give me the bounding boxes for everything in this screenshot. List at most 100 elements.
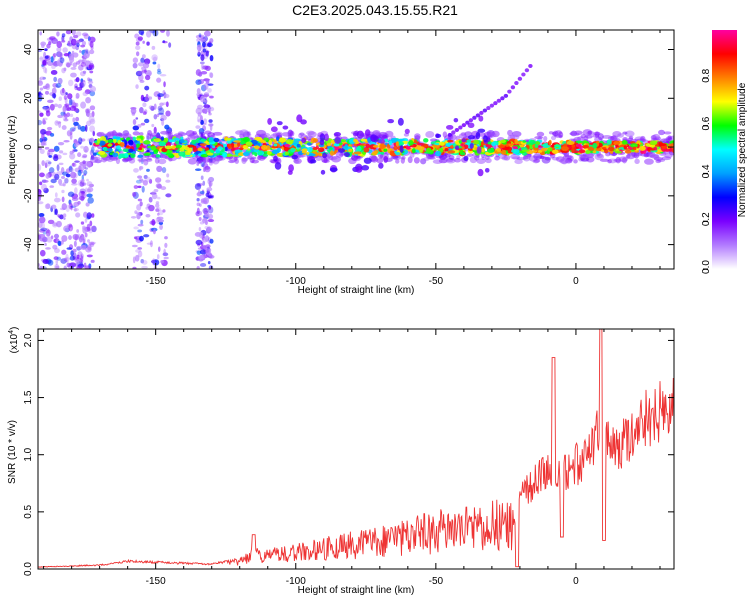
spectrogram-noise-cell (72, 255, 76, 261)
spectrogram-band-halo (571, 131, 577, 136)
spectrogram-band-cell (137, 154, 144, 158)
spectrogram-band-cell (253, 145, 260, 150)
spectrogram-noise-cell (133, 236, 138, 240)
colorbar: 0.0 0.2 0.4 0.6 0.8 Normalized spectral ampl… (701, 30, 748, 274)
chart-title: C2E3.2025.043.15.55.R21 (292, 2, 458, 18)
spectrogram-band-cell (199, 143, 207, 147)
spectrogram-noise-cell (46, 43, 51, 49)
spectrogram-outlier (274, 161, 282, 170)
spectrogram-noise-cell (78, 235, 83, 243)
spectrogram-outlier (377, 139, 386, 144)
spectrogram-band-cell (187, 144, 195, 148)
spectrogram-drift-cell (486, 106, 491, 111)
spectrogram-band-cell (500, 139, 506, 143)
spectrogram-outlier (467, 135, 476, 140)
spectrogram-band-cell (242, 136, 250, 143)
spectrogram-noise-cell (198, 71, 203, 77)
spectrogram-band-cell (656, 149, 663, 153)
spectrogram-band-halo (624, 130, 635, 137)
spectrogram-band-cell (238, 152, 245, 157)
spectrogram-noise-cell (76, 229, 80, 233)
spectrogram-noise-cell (43, 66, 47, 73)
spectrogram-band-cell (290, 147, 296, 153)
spectrogram-band-cell (233, 140, 241, 143)
spectrogram-noise-cell (132, 119, 137, 125)
spectrogram-band-halo (594, 131, 600, 138)
spectrogram-band-cell (230, 142, 235, 148)
spectrogram-noise-cell (208, 205, 212, 210)
spectrogram-noise-cell (204, 165, 211, 173)
spectrogram-noise-cell (165, 179, 171, 183)
spectrogram-band-cell (99, 136, 107, 142)
spectrogram-band-cell (408, 140, 414, 146)
spectrogram-band-halo (621, 157, 628, 164)
spectrogram-noise-cell (63, 217, 66, 220)
spectrogram-band-cell (240, 144, 244, 148)
spectrogram-band-cell (360, 138, 368, 142)
spectrogram-noise-cell (136, 204, 142, 211)
spectrogram-noise-cell (153, 103, 157, 110)
spectrogram-outlier (320, 169, 326, 175)
spectrogram-noise-cell (165, 193, 172, 198)
spectrogram-noise-cell (39, 93, 44, 99)
spectrogram-band-cell (534, 144, 539, 148)
spectrogram-band-cell (235, 152, 239, 156)
spectrogram-band-halo (658, 129, 665, 136)
spectrogram-noise-cell (137, 36, 143, 41)
spectrogram-noise-cell (132, 266, 137, 269)
spectrogram-band-cell (217, 146, 223, 151)
spectrogram-x-tick-label: 0 (573, 276, 579, 287)
spectrogram-noise-cell (202, 207, 209, 215)
spectrogram-noise-cell (57, 77, 63, 85)
spectrogram-noise-cell (75, 212, 81, 218)
spectrogram-band-cell (234, 149, 241, 154)
spectrogram-noise-cell (166, 30, 170, 37)
spectrogram-noise-cell (38, 212, 45, 218)
spectrogram-noise-cell (58, 96, 62, 102)
spectrogram-band-cell (225, 153, 233, 158)
spectrogram-outlier (383, 156, 389, 163)
spectrogram-noise-cell (78, 196, 85, 201)
spectrogram-noise-cell (162, 102, 167, 105)
spectrogram-noise-cell (84, 265, 91, 269)
spectrogram-band-cell (578, 149, 586, 154)
spectrogram-noise-cell (67, 191, 75, 197)
spectrogram-noise-cell (152, 61, 157, 65)
spectrogram-noise-cell (131, 244, 138, 248)
spectrogram-panel: -150 -100 -50 0 -40 -20 0 20 40 Height of straig… (7, 29, 675, 296)
spectrogram-noise-cell (87, 244, 92, 251)
spectrogram-outlier (475, 131, 481, 140)
spectrogram-noise-cell (71, 178, 77, 184)
spectrogram-noise-cell (196, 265, 200, 269)
spectrogram-noise-cell (72, 117, 76, 123)
spectrogram-band-cell (444, 148, 449, 152)
spectrogram-band-halo (627, 137, 634, 141)
spectrogram-frame (37, 29, 675, 270)
spectrogram-outlier (343, 152, 350, 158)
spectrogram-outlier (282, 125, 289, 130)
spectrogram-noise-cell (164, 236, 168, 240)
spectrogram-noise-cell (82, 226, 88, 234)
spectrogram-band-halo (649, 154, 659, 158)
spectrogram-noise-cell (137, 70, 144, 76)
spectrogram-band-halo (580, 134, 586, 139)
spectrogram-band-cell (473, 139, 479, 145)
spectrogram-noise-cell (41, 183, 47, 191)
spectrogram-noise-cell (89, 137, 95, 143)
spectrogram-noise-cell (38, 143, 41, 146)
spectrogram-band-cell (329, 147, 333, 150)
spectrogram-outlier (300, 119, 307, 125)
spectrogram-band-cell (658, 143, 667, 147)
spectrogram-noise-cell (53, 233, 60, 239)
spectrogram-noise-cell (85, 124, 88, 132)
spectrogram-noise-cell (73, 121, 79, 126)
spectrogram-outlier (309, 159, 317, 164)
spectrogram-y-tick-label: 0 (23, 144, 34, 150)
spectrogram-band-cell (119, 142, 125, 148)
spectrogram-noise-cell (71, 105, 76, 109)
spectrogram-noise-cell (141, 260, 148, 265)
spectrogram-band-cell (247, 148, 251, 151)
spectrogram-drift-cell (517, 76, 523, 81)
spectrogram-noise-cell (137, 175, 143, 179)
spectrogram-band-cell (388, 140, 393, 146)
